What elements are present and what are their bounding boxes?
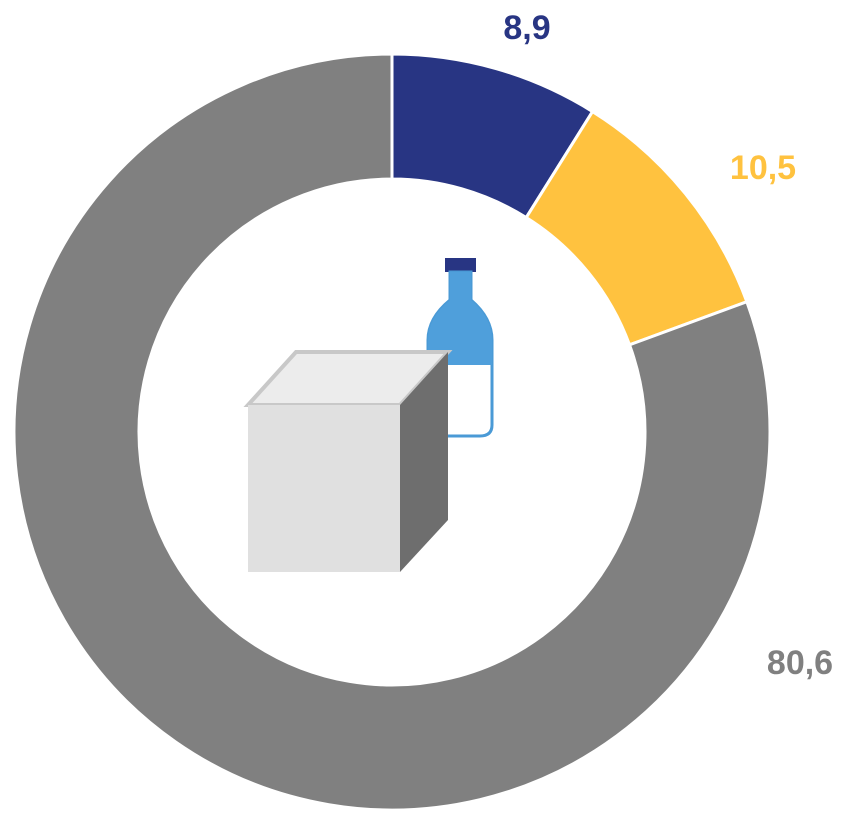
donut-slice <box>12 52 772 812</box>
labels: 8,9 10,5 80,6 <box>503 9 833 682</box>
data-label: 8,9 <box>503 9 550 47</box>
donut <box>12 52 772 812</box>
data-label: 80,6 <box>767 644 833 682</box>
cube-side <box>400 352 448 572</box>
data-label: 10,5 <box>730 149 796 187</box>
bottle-cap <box>445 258 476 272</box>
center-illustration <box>243 258 494 572</box>
bottle-body <box>428 272 492 365</box>
cube-front <box>248 405 400 572</box>
